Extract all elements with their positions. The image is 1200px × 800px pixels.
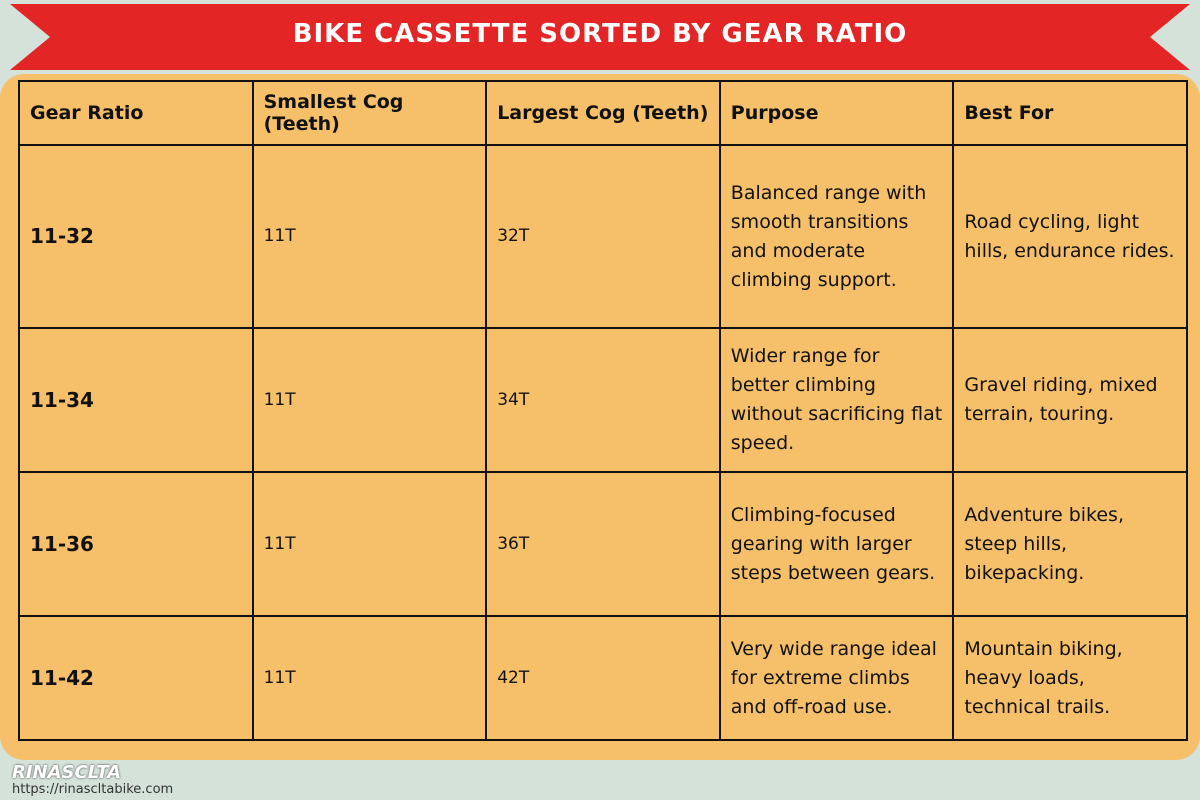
column-header: Smallest Cog (Teeth) <box>251 80 488 146</box>
title: BIKE CASSETTE SORTED BY GEAR RATIO <box>292 19 908 49</box>
table-cell: 36T <box>485 471 721 617</box>
table-cell: 11T <box>251 615 488 741</box>
table-cell: 11-36 <box>18 471 254 617</box>
table-cell: Balanced range with smooth transitions a… <box>718 144 955 329</box>
table-cell: 11-34 <box>18 327 254 473</box>
column-header: Gear Ratio <box>18 80 254 146</box>
table: Gear Ratio Smallest Cog (Teeth) Largest Co… <box>18 80 1188 741</box>
table-cell: Mountain biking, heavy loads, technical … <box>952 615 1188 741</box>
table-cell: Wider range for better climbing without … <box>718 327 955 473</box>
table-cell: Gravel riding, mixed terrain, touring. <box>952 327 1188 473</box>
table-cell: 11T <box>251 327 488 473</box>
table-row: 11-32 11T 32T Balanced range with smooth tr… <box>18 144 1188 329</box>
table-cell: Road cycling, light hills, endurance rid… <box>952 144 1188 329</box>
table-cell: Adventure bikes, steep hills, bikepackin… <box>952 471 1188 617</box>
header-row: Gear Ratio Smallest Cog (Teeth) Largest Co… <box>18 80 1188 146</box>
column-header: Largest Cog (Teeth) <box>485 80 721 146</box>
brand-logo: RINASCLTA <box>12 762 122 783</box>
table-cell: 11T <box>251 471 488 617</box>
table-cell: 11-32 <box>18 144 254 329</box>
title-banner <box>10 4 1190 70</box>
table-cell: 32T <box>485 144 721 329</box>
brand-url: https://rinascltabike.com <box>12 782 174 797</box>
table-cell: 11-42 <box>18 615 254 741</box>
table-row: 11-34 11T 34T Wider range for better climbi… <box>18 327 1188 473</box>
table-row: 11-42 11T 42T Very wide range ideal for ext… <box>18 615 1188 741</box>
column-header: Purpose <box>718 80 955 146</box>
column-header: Best For <box>952 80 1188 146</box>
table-cell: 42T <box>485 615 721 741</box>
table-row: 11-36 11T 36T Climbing-focused gearing with… <box>18 471 1188 617</box>
table-cell: 11T <box>251 144 488 329</box>
table-cell: Climbing-focused gearing with larger ste… <box>718 471 955 617</box>
table-cell: Very wide range ideal for extreme climbs… <box>718 615 955 741</box>
table-cell: 34T <box>485 327 721 473</box>
